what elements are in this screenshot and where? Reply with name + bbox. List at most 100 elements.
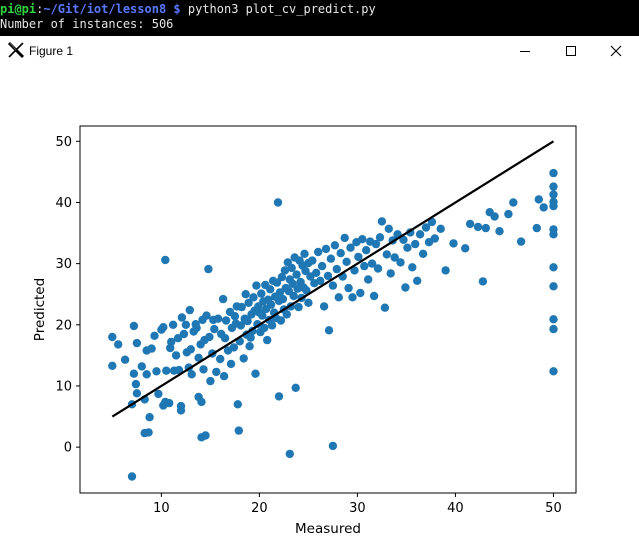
- data-point: [229, 343, 239, 352]
- maximize-button[interactable]: [548, 36, 594, 66]
- data-point: [539, 203, 548, 212]
- data-point: [210, 324, 219, 334]
- data-point: [377, 217, 387, 226]
- data-point: [386, 269, 395, 278]
- window-titlebar[interactable]: Figure 1: [0, 36, 639, 66]
- data-point: [129, 321, 139, 331]
- minimize-icon: [520, 51, 530, 52]
- maximize-icon: [566, 46, 576, 56]
- data-point: [314, 247, 323, 257]
- data-point: [244, 298, 253, 307]
- data-point: [427, 217, 437, 227]
- plot-area: 10 20 30 40 50 0 10 20 30 40 50 Measured Predicte…: [0, 66, 639, 546]
- data-point: [317, 261, 327, 271]
- data-point: [532, 223, 541, 233]
- data-point: [403, 243, 412, 252]
- data-point: [408, 263, 417, 272]
- data-point: [252, 281, 261, 290]
- data-point: [328, 281, 338, 290]
- data-point: [251, 369, 260, 378]
- data-point: [292, 270, 301, 279]
- data-point: [241, 290, 250, 299]
- data-point: [504, 209, 513, 219]
- data-point: [367, 259, 377, 268]
- data-point: [147, 344, 156, 353]
- data-point: [369, 291, 379, 301]
- x-tick-label: 50: [545, 501, 562, 516]
- data-point: [390, 253, 399, 262]
- data-point: [131, 379, 141, 389]
- data-point: [150, 331, 159, 340]
- close-icon: [610, 45, 622, 57]
- data-point: [509, 198, 518, 207]
- data-point: [108, 332, 117, 342]
- data-point: [312, 268, 321, 277]
- data-point: [114, 340, 123, 349]
- data-point: [194, 353, 203, 362]
- x-tick-label: 30: [349, 501, 366, 516]
- data-point: [237, 302, 246, 312]
- data-point: [364, 275, 373, 284]
- data-point: [289, 291, 298, 301]
- data-point: [415, 230, 425, 239]
- axes-frame: [79, 125, 577, 494]
- data-point: [340, 233, 349, 243]
- close-button[interactable]: [593, 36, 639, 66]
- data-point: [294, 302, 303, 312]
- data-point: [127, 472, 137, 481]
- data-point: [285, 449, 294, 459]
- data-point: [120, 355, 130, 364]
- data-point: [490, 212, 499, 221]
- data-point: [246, 333, 255, 342]
- data-point: [266, 300, 276, 309]
- data-point: [384, 224, 393, 233]
- data-point: [197, 397, 206, 407]
- data-point: [549, 315, 558, 324]
- data-point: [142, 370, 151, 379]
- data-point: [465, 219, 475, 229]
- data-point: [302, 286, 311, 295]
- data-point: [167, 337, 176, 347]
- data-point: [321, 244, 331, 254]
- data-point: [159, 323, 168, 332]
- data-point: [421, 223, 431, 232]
- data-point: [350, 266, 359, 275]
- data-point: [360, 261, 369, 271]
- data-point: [328, 441, 338, 451]
- data-point: [173, 334, 183, 343]
- data-point: [375, 233, 385, 242]
- data-point: [278, 294, 288, 304]
- data-point: [356, 288, 365, 298]
- data-point: [226, 359, 236, 369]
- minimize-button[interactable]: [502, 36, 548, 66]
- data-point: [239, 354, 248, 363]
- data-point: [336, 249, 345, 258]
- data-point: [218, 294, 228, 304]
- data-point: [308, 256, 317, 265]
- data-point: [266, 285, 275, 294]
- data-point: [263, 335, 272, 345]
- data-point: [221, 316, 231, 325]
- data-point: [186, 345, 195, 354]
- data-point: [236, 321, 245, 330]
- data-point: [342, 257, 351, 266]
- reference-line: [111, 140, 555, 418]
- data-point: [396, 258, 405, 267]
- data-point: [430, 234, 439, 243]
- data-point: [132, 389, 142, 398]
- data-point: [144, 428, 153, 437]
- data-point: [176, 401, 186, 411]
- data-point: [230, 312, 240, 321]
- data-point: [362, 246, 371, 255]
- terminal-output-line: Number of instances: 506: [0, 17, 174, 31]
- data-point: [549, 201, 558, 211]
- y-tick-label: 20: [55, 318, 72, 333]
- data-point: [441, 266, 450, 275]
- data-point: [382, 250, 391, 259]
- data-point: [549, 190, 558, 199]
- y-axis-ticks: 0 10 20 30 40 50: [55, 135, 80, 456]
- scatter-chart: 10 20 30 40 50 0 10 20 30 40 50 Measured Predicte…: [32, 125, 577, 537]
- data-point: [304, 298, 313, 307]
- prompt-user: pi@pi: [0, 2, 37, 16]
- x-tick-label: 20: [251, 501, 268, 516]
